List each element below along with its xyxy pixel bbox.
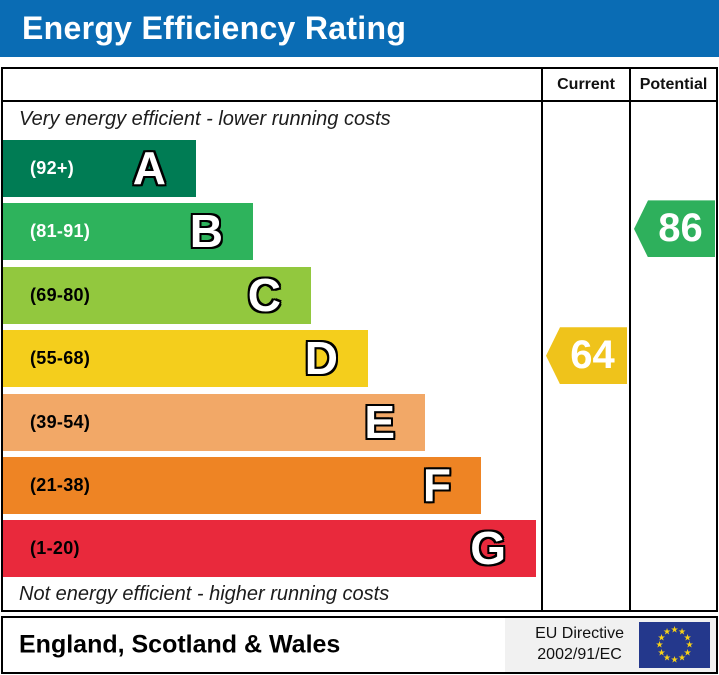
bottom-note: Not energy efficient - higher running co…: [19, 583, 390, 605]
eu-directive-line1: EU Directive: [535, 625, 624, 643]
band-range: (55-68): [30, 348, 91, 369]
eu-star-icon: ★: [677, 652, 687, 663]
eu-flag-icon: ★ ★ ★ ★ ★ ★ ★ ★ ★ ★ ★ ★: [639, 622, 710, 668]
eu-directive-line2: 2002/91/EC: [537, 646, 622, 663]
eu-star-icon: ★: [683, 647, 692, 657]
current-rating-value: 64: [570, 333, 615, 378]
current-rating-arrow: 64: [546, 327, 627, 385]
band-letter: E: [364, 395, 395, 448]
eu-star-icon: ★: [677, 626, 687, 637]
band-letter: F: [422, 459, 451, 511]
current-column-header: Current: [557, 76, 615, 93]
band-range: (39-54): [30, 411, 91, 432]
band-e: (39-54) E: [3, 393, 425, 451]
band-d: (55-68) D: [3, 330, 368, 388]
potential-rating-arrow: 86: [634, 200, 715, 258]
title-bar: Energy Efficiency Rating: [0, 0, 719, 57]
eu-star-icon: ★: [655, 639, 664, 650]
eu-star-icon: ★: [670, 654, 679, 665]
band-letter: C: [247, 268, 281, 321]
potential-rating-value: 86: [658, 206, 703, 251]
energy-efficiency-chart: Current Potential Very energy efficient …: [1, 67, 718, 612]
band-letter: G: [470, 522, 506, 575]
band-letter: D: [304, 332, 338, 385]
eu-directive-text: EU Directive 2002/91/EC: [535, 624, 624, 666]
band-f: (21-38) F: [3, 457, 481, 514]
region-label: England, Scotland & Wales: [19, 630, 341, 659]
eu-star-icon: ★: [657, 632, 666, 642]
page-title: Energy Efficiency Rating: [22, 10, 407, 46]
top-note: Very energy efficient - lower running co…: [19, 108, 391, 130]
potential-column-header: Potential: [639, 76, 708, 93]
band-letter: A: [132, 142, 166, 194]
band-range: (21-38): [30, 475, 91, 495]
eu-star-icon: ★: [683, 632, 692, 642]
eu-star-icon: ★: [685, 639, 694, 650]
band-range: (92+): [30, 158, 75, 178]
header-underline: [3, 100, 716, 102]
band-range: (69-80): [30, 284, 91, 305]
potential-column-divider: [629, 69, 631, 610]
eu-star-icon: ★: [662, 652, 672, 663]
eu-star-icon: ★: [662, 626, 672, 637]
footer: England, Scotland & Wales EU Directive 2…: [1, 616, 718, 674]
band-c: (69-80) C: [3, 266, 311, 324]
eu-star-icon: ★: [670, 624, 679, 635]
band-range: (1-20): [30, 538, 80, 559]
band-range: (81-91): [30, 221, 91, 242]
current-column-divider: [541, 69, 543, 610]
band-a: (92+) A: [3, 140, 196, 197]
band-letter: B: [189, 205, 223, 258]
band-g: (1-20) G: [3, 520, 536, 578]
eu-star-icon: ★: [657, 647, 666, 657]
band-b: (81-91) B: [3, 203, 253, 261]
